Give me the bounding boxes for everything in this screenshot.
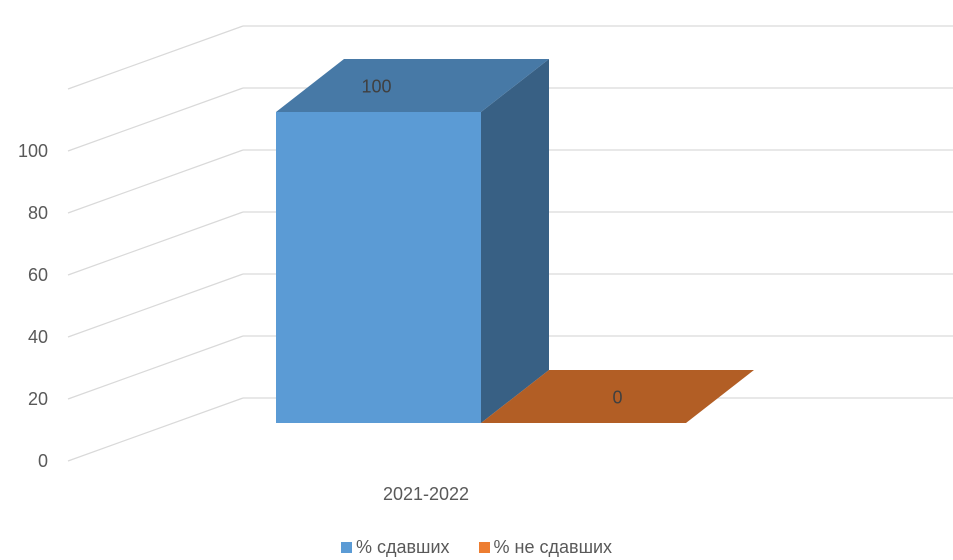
bar-0 xyxy=(276,59,549,423)
legend-label-passed: % сдавших xyxy=(355,536,450,557)
legend: % сдавших % не сдавших xyxy=(0,536,953,558)
legend-swatch-passed xyxy=(340,541,352,553)
gridline-side xyxy=(67,87,244,152)
legend-swatch-failed xyxy=(478,541,490,553)
data-label: 0 xyxy=(612,388,622,408)
bar-top xyxy=(276,59,549,112)
x-tick-label: 2021-2022 xyxy=(383,484,469,504)
gridline-side xyxy=(67,397,244,462)
gridline-side xyxy=(67,335,244,400)
gridline-side xyxy=(67,25,244,90)
data-label: 100 xyxy=(361,77,391,97)
bar-top xyxy=(481,370,754,423)
gridline-side xyxy=(67,273,244,338)
bars xyxy=(276,59,754,423)
y-tick-label: 80 xyxy=(28,203,48,223)
y-tick-label: 40 xyxy=(28,327,48,347)
legend-item-failed: % не сдавших xyxy=(478,536,613,558)
y-tick-label: 60 xyxy=(28,265,48,285)
y-tick-label: 0 xyxy=(38,451,48,471)
bar-side xyxy=(481,59,549,423)
bar-front xyxy=(276,112,481,423)
gridline-side xyxy=(67,149,244,214)
y-tick-label: 20 xyxy=(28,389,48,409)
y-tick-label: 100 xyxy=(18,141,48,161)
y-axis-ticks: 0 20 40 60 80 100 xyxy=(18,141,48,471)
bar-1 xyxy=(481,370,754,423)
gridline-side xyxy=(67,211,244,276)
legend-label-failed: % не сдавших xyxy=(493,536,613,557)
legend-item-passed: % сдавших xyxy=(340,536,450,558)
data-labels: 100 0 xyxy=(361,77,622,408)
